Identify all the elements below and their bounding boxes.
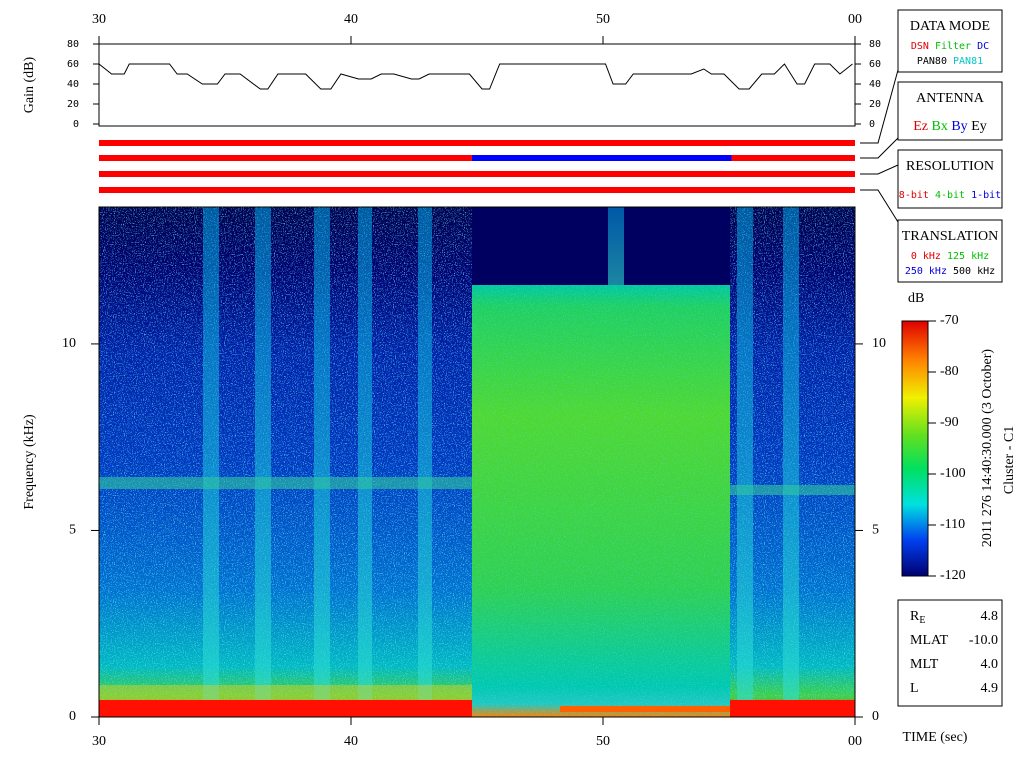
legend-title: RESOLUTION bbox=[906, 159, 994, 174]
legend-row: DSN Filter DC bbox=[911, 41, 989, 52]
spacecraft-label: Cluster - C1 bbox=[1002, 426, 1017, 494]
y-tick-label: 5 bbox=[69, 523, 76, 538]
info-value: 4.0 bbox=[981, 657, 999, 672]
legend-item: DSN bbox=[911, 41, 929, 52]
legend-frame bbox=[897, 9, 1003, 73]
legend-box: ANTENNA Ez Bx By Ey bbox=[897, 81, 1003, 141]
legend-item: DC bbox=[977, 41, 989, 52]
legend-frame bbox=[897, 81, 1003, 141]
spectrogram-frame bbox=[98, 206, 856, 718]
x-tick-label: 50 bbox=[596, 12, 610, 27]
colorbar-label: dB bbox=[908, 291, 924, 306]
colorbar-tick-label: -90 bbox=[940, 415, 959, 430]
info-value: 4.8 bbox=[981, 609, 999, 624]
status-bar bbox=[99, 140, 855, 146]
gain-frame bbox=[98, 43, 856, 127]
status-bar bbox=[731, 155, 855, 161]
x-tick-label: 00 bbox=[848, 12, 862, 27]
y-tick-label: 60 bbox=[869, 59, 881, 70]
colorbar bbox=[901, 320, 929, 577]
legend-item: PAN80 bbox=[917, 56, 947, 67]
colorbar-tick-label: -110 bbox=[940, 517, 965, 532]
info-label: L bbox=[910, 681, 919, 696]
legend-row: 250 kHz 500 kHz bbox=[905, 266, 995, 277]
y-tick-label: 20 bbox=[869, 99, 881, 110]
status-bar bbox=[99, 171, 855, 177]
status-bar bbox=[99, 155, 472, 161]
x-tick-label: 50 bbox=[596, 734, 610, 749]
x-tick-label: 30 bbox=[92, 12, 106, 27]
y-tick-label: 20 bbox=[67, 99, 79, 110]
y-tick-label: 40 bbox=[869, 79, 881, 90]
legend-item: 500 kHz bbox=[953, 266, 995, 277]
legend-row: 8-bit 4-bit 1-bit bbox=[899, 190, 1001, 201]
gain-axis-label: Gain (dB) bbox=[22, 56, 37, 113]
legend-item: 8-bit bbox=[899, 190, 929, 201]
legend-frame bbox=[897, 219, 1003, 283]
y-tick-label: 0 bbox=[872, 709, 879, 724]
legend-item: 1-bit bbox=[971, 190, 1001, 201]
legend-item: Ey bbox=[971, 119, 987, 134]
spectrogram-image bbox=[99, 207, 855, 717]
legend-item: 0 kHz bbox=[911, 251, 941, 262]
colorbar-tick-label: -80 bbox=[940, 364, 959, 379]
y-tick-label: 80 bbox=[869, 39, 881, 50]
y-tick-label: 60 bbox=[67, 59, 79, 70]
info-frame bbox=[897, 599, 1003, 707]
colorbar-tick-label: -70 bbox=[940, 313, 959, 328]
colorbar-tick-label: -100 bbox=[940, 466, 966, 481]
y-tick-label: 80 bbox=[67, 39, 79, 50]
connectors bbox=[860, 69, 899, 223]
info-value: 4.9 bbox=[981, 681, 999, 696]
y-tick-label: 10 bbox=[872, 336, 886, 351]
info-subscript: E bbox=[919, 615, 925, 626]
legend-row: Ez Bx By Ey bbox=[913, 119, 987, 134]
legend-row: PAN80 PAN81 bbox=[917, 56, 983, 67]
legend-row: 0 kHz 125 kHz bbox=[911, 251, 989, 262]
legend-frame bbox=[897, 149, 1003, 209]
status-bar bbox=[471, 155, 732, 161]
y-tick-label: 40 bbox=[67, 79, 79, 90]
x-tick-label: 40 bbox=[344, 12, 358, 27]
legend-box: DATA MODE DSN Filter DC PAN80 PAN81 bbox=[897, 9, 1003, 73]
x-tick-label: 00 bbox=[848, 734, 862, 749]
info-value: -10.0 bbox=[969, 633, 998, 648]
info-label: MLAT bbox=[910, 633, 949, 648]
legend-item: Ez bbox=[913, 119, 928, 134]
date-label: 2011 276 14:40:30.000 (3 October) bbox=[980, 349, 995, 548]
legend-item: By bbox=[951, 119, 967, 134]
y-tick-label: 5 bbox=[872, 523, 879, 538]
legend-item: PAN81 bbox=[953, 56, 983, 67]
frequency-axis-label: Frequency (kHz) bbox=[22, 414, 37, 510]
legend-item: 125 kHz bbox=[947, 251, 989, 262]
legend-title: ANTENNA bbox=[916, 91, 985, 106]
info-label: MLT bbox=[910, 657, 939, 672]
x-tick-label: 40 bbox=[344, 734, 358, 749]
legend-item: Filter bbox=[935, 41, 971, 52]
y-tick-label: 0 bbox=[869, 119, 875, 130]
gain-line bbox=[98, 63, 853, 90]
legend-item: 250 kHz bbox=[905, 266, 947, 277]
y-tick-label: 10 bbox=[62, 336, 76, 351]
time-axis-label: TIME (sec) bbox=[903, 730, 968, 745]
status-bar bbox=[99, 187, 855, 193]
legend-box: RESOLUTION 8-bit 4-bit 1-bit bbox=[897, 149, 1003, 209]
y-tick-label: 0 bbox=[69, 709, 76, 724]
legend-title: TRANSLATION bbox=[902, 229, 998, 244]
y-tick-label: 0 bbox=[73, 119, 79, 130]
colorbar-tick-label: -120 bbox=[940, 568, 966, 583]
x-tick-label: 30 bbox=[92, 734, 106, 749]
legend-title: DATA MODE bbox=[910, 19, 990, 34]
legend-item: 4-bit bbox=[935, 190, 965, 201]
legend-item: Bx bbox=[932, 119, 948, 134]
